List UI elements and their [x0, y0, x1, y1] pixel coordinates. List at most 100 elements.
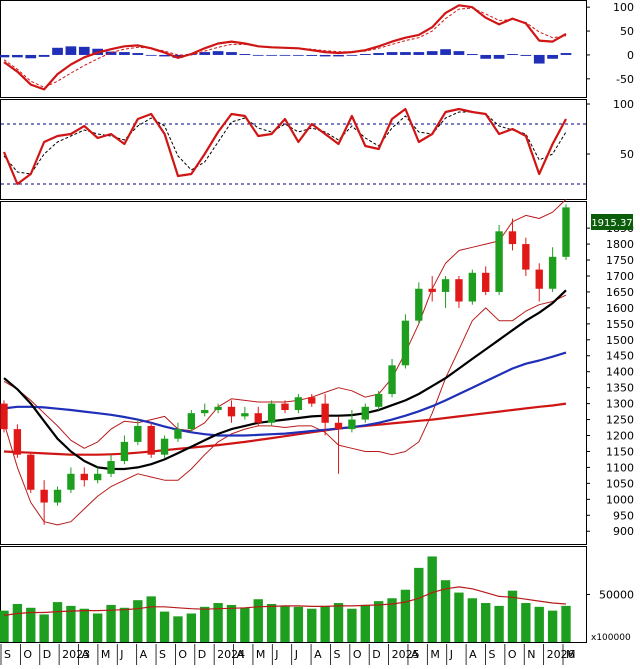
moving-average-long: [3, 402, 567, 456]
candle-body: [388, 365, 396, 395]
candle-body: [508, 231, 517, 245]
macd-histogram-bar: [466, 53, 478, 55]
time-axis-label: A: [411, 648, 419, 661]
macd-histogram-bar: [119, 52, 130, 55]
price-badge: 1915.37: [591, 214, 633, 230]
price-tick-label: 1250: [606, 414, 634, 427]
candle-body: [562, 207, 570, 257]
time-axis-label: J: [294, 648, 298, 661]
price-tick-label: 1450: [606, 350, 634, 363]
candle-body: [187, 413, 196, 430]
macd-histogram-bar: [145, 54, 157, 56]
volume-bar: [467, 598, 478, 642]
price-panel: 1850180017501700165016001550150014501400…: [0, 199, 634, 545]
volume-bar: [213, 603, 223, 642]
volume-bar: [373, 601, 384, 642]
price-tick-label: 1050: [606, 477, 634, 490]
macd-histogram-bar: [132, 53, 144, 55]
time-axis-label: O: [508, 648, 517, 661]
volume-bar: [561, 605, 571, 642]
macd-histogram-bar: [38, 54, 50, 57]
candle-body: [415, 288, 423, 321]
price-frame: [0, 201, 587, 545]
macd-tick-label: 100: [613, 1, 634, 14]
macd-tick-label: 50: [620, 25, 634, 38]
volume-bar: [280, 605, 290, 642]
candle-body: [348, 419, 356, 430]
time-axis-label: S: [159, 648, 166, 661]
volume-bar: [333, 603, 344, 642]
volume-bar: [146, 596, 156, 642]
time-axis-label: D: [372, 648, 380, 661]
price-tick-label: 1500: [606, 334, 634, 347]
candle-body: [321, 403, 329, 423]
candle-body: [13, 429, 22, 455]
macd-histogram-bar: [560, 53, 572, 55]
time-axis-label: A: [314, 648, 322, 661]
macd-histogram-bar: [25, 54, 37, 59]
volume-moving-average: [3, 586, 567, 616]
volume-bar: [0, 610, 9, 642]
macd-histogram-bar: [426, 51, 438, 55]
macd-histogram-bar: [226, 52, 237, 55]
candle-body: [522, 244, 530, 270]
macd-histogram-bar: [413, 52, 425, 55]
volume-bar: [39, 614, 49, 642]
candle-body: [80, 473, 88, 481]
macd-tick-label: -50: [616, 73, 634, 86]
time-axis-label: O: [23, 648, 32, 661]
volume-bar: [440, 580, 451, 642]
time-axis-label: J: [274, 648, 278, 661]
price-tick-label: 1150: [606, 445, 634, 458]
stochastic-tick-label: 50: [620, 148, 634, 161]
macd-histogram-bar: [252, 54, 264, 56]
macd-histogram-bar: [306, 54, 318, 56]
candle-body: [227, 406, 236, 417]
macd-histogram-bar: [159, 54, 170, 57]
time-axis-label: 2026: [547, 648, 575, 661]
time-axis-label: M: [566, 648, 576, 661]
macd-histogram-bar: [52, 47, 63, 55]
volume-bar: [307, 608, 317, 642]
price-tick-label: 1700: [606, 270, 634, 283]
macd-histogram-bar: [293, 54, 304, 56]
candle-body: [40, 489, 48, 503]
stochastic-k-line: [2, 107, 567, 186]
time-axis-label: M: [256, 648, 266, 661]
volume-bar: [507, 590, 518, 642]
bollinger-lower-band: [3, 294, 567, 526]
stochastic-frame: [0, 99, 587, 200]
price-tick-label: 1350: [606, 382, 634, 395]
time-axis-label: 2023: [62, 648, 90, 661]
price-tick-label: 1800: [606, 238, 634, 251]
candle-body: [535, 269, 543, 289]
macd-histogram-bar: [65, 46, 77, 55]
volume-bar: [400, 589, 411, 642]
price-tick-label: 950: [613, 509, 634, 522]
time-axis-label: A: [237, 648, 245, 661]
candle-body: [428, 288, 436, 292]
volume-bar: [427, 556, 437, 642]
candle-body: [93, 473, 102, 481]
candle-body: [374, 394, 383, 407]
volume-bar: [534, 606, 544, 642]
candle-body: [147, 425, 155, 455]
volume-bar: [494, 605, 504, 642]
volume-bar: [266, 603, 277, 642]
macd-histogram-bar: [279, 54, 291, 56]
macd-histogram-bar: [212, 51, 224, 55]
volume-bar: [240, 607, 250, 642]
volume-bar: [253, 599, 263, 642]
volume-bar: [347, 608, 357, 642]
macd-histogram-bar: [520, 54, 532, 56]
macd-tick-label: 0: [627, 49, 634, 62]
macd-histogram-bar: [266, 54, 277, 56]
candle-body: [482, 272, 490, 292]
macd-histogram-bar: [400, 52, 411, 55]
price-tick-label: 1000: [606, 493, 634, 506]
candle-body: [308, 397, 316, 404]
candle-body: [334, 422, 343, 430]
candle-body: [214, 406, 222, 410]
